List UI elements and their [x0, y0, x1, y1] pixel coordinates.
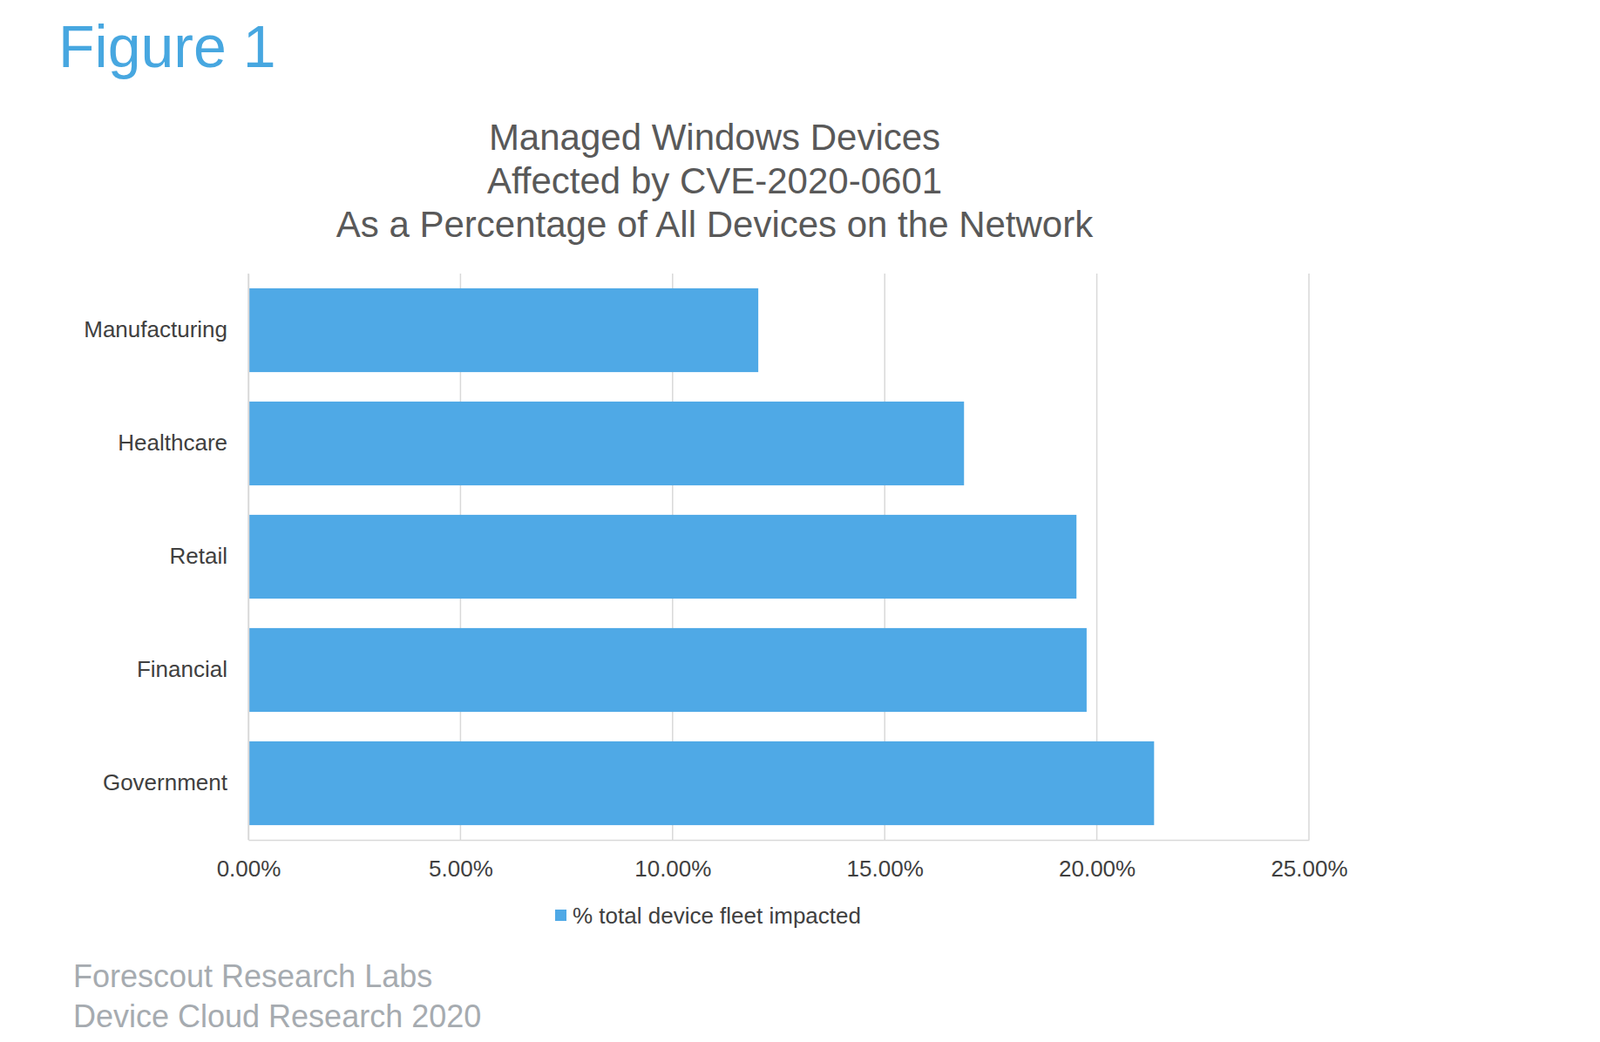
x-tick-label: 20.00% — [1058, 855, 1136, 882]
category-label: Manufacturing — [83, 316, 228, 343]
bar — [248, 741, 1154, 826]
figure-label: Figure 1 — [58, 13, 276, 80]
legend: % total device fleet impacted — [555, 902, 862, 929]
source-line: Device Cloud Research 2020 — [73, 998, 482, 1035]
x-tick: 20.00% — [1058, 840, 1136, 882]
x-axis-line — [249, 840, 1310, 842]
source: Forescout Research LabsDevice Cloud Rese… — [73, 958, 482, 1035]
category-label: Financial — [136, 656, 228, 683]
bar — [248, 515, 1077, 599]
x-tick-label: 15.00% — [847, 855, 924, 882]
bar — [248, 401, 964, 486]
bar — [248, 288, 759, 373]
y-axis-line — [248, 274, 251, 841]
x-tick-label: 10.00% — [634, 855, 712, 882]
bars — [248, 288, 1154, 826]
title-line: As a Percentage of All Devices on the Ne… — [336, 203, 1094, 245]
grid-line — [1308, 273, 1310, 841]
x-tick: 5.00% — [428, 840, 494, 882]
category-label: Retail — [169, 542, 228, 570]
x-tick-label: 25.00% — [1270, 855, 1348, 882]
bar — [248, 628, 1087, 712]
x-tick-label: 5.00% — [428, 855, 494, 882]
y-tick: Retail — [169, 542, 228, 570]
grid — [248, 273, 1309, 841]
x-tick: 0.00% — [216, 840, 282, 882]
x-tick-label: 0.00% — [216, 855, 282, 882]
title: Managed Windows DevicesAffected by CVE-2… — [336, 116, 1094, 245]
y-tick: Financial — [136, 656, 228, 683]
y-tick: Healthcare — [117, 429, 228, 456]
grid-line — [247, 273, 250, 841]
y-tick: Government — [102, 769, 229, 796]
x-axis: 0.00% 5.00% 10.00% 15.00% 20.00% 25.00% — [216, 840, 1349, 882]
legend-label: % total device fleet impacted — [572, 902, 862, 929]
x-tick: 15.00% — [847, 840, 924, 882]
legend-swatch — [555, 909, 567, 922]
y-tick: Manufacturing — [83, 316, 228, 343]
x-tick: 10.00% — [634, 840, 712, 882]
x-tick: 25.00% — [1270, 840, 1348, 882]
title-line: Affected by CVE-2020-0601 — [487, 160, 943, 202]
y-axis: Manufacturing Healthcare Retail Financial Go… — [83, 274, 249, 841]
title-line: Managed Windows Devices — [488, 116, 941, 158]
source-line: Forescout Research Labs — [73, 958, 433, 995]
category-label: Government — [102, 769, 229, 796]
chart: Figure 1 Managed Windows DevicesAffected … — [0, 0, 1600, 1042]
category-label: Healthcare — [117, 429, 228, 456]
